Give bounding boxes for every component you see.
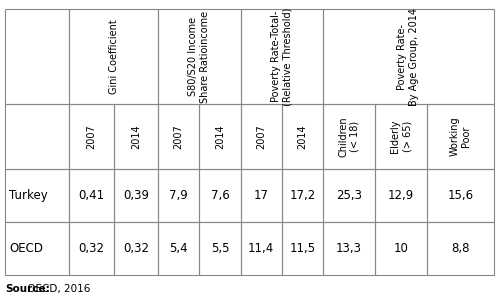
Text: 2007: 2007 — [174, 124, 184, 149]
Text: 15,6: 15,6 — [447, 189, 474, 202]
Text: 0,39: 0,39 — [123, 189, 149, 202]
Bar — [114, 222, 158, 275]
Bar — [158, 104, 199, 169]
Text: 0,32: 0,32 — [123, 242, 149, 255]
Bar — [5, 9, 69, 104]
Bar — [199, 222, 241, 275]
Text: OECD, 2016: OECD, 2016 — [24, 284, 90, 294]
Text: Turkey: Turkey — [9, 189, 48, 202]
Bar — [158, 9, 241, 104]
Bar — [114, 104, 158, 169]
Bar — [199, 169, 241, 222]
Bar — [375, 169, 427, 222]
Text: 2014: 2014 — [131, 124, 141, 149]
Bar — [199, 104, 241, 169]
Bar — [323, 222, 375, 275]
Bar — [69, 104, 114, 169]
Text: 17: 17 — [253, 189, 269, 202]
Bar — [241, 9, 323, 104]
Bar — [5, 169, 69, 222]
Text: 7,6: 7,6 — [210, 189, 229, 202]
Text: 2007: 2007 — [256, 124, 266, 149]
Text: Children
(< 18): Children (< 18) — [338, 116, 360, 157]
Text: 17,2: 17,2 — [289, 189, 315, 202]
Text: 11,5: 11,5 — [289, 242, 315, 255]
Bar — [323, 169, 375, 222]
Bar — [282, 169, 323, 222]
Text: 2014: 2014 — [215, 124, 225, 149]
Text: Elderly
(> 65): Elderly (> 65) — [390, 120, 412, 153]
Bar — [69, 222, 114, 275]
Text: 12,9: 12,9 — [388, 189, 414, 202]
Text: Working
Poor: Working Poor — [449, 117, 471, 156]
Bar — [69, 169, 114, 222]
Bar — [158, 169, 199, 222]
Text: 5,5: 5,5 — [211, 242, 229, 255]
Text: 11,4: 11,4 — [248, 242, 274, 255]
Text: 10: 10 — [394, 242, 409, 255]
Text: 0,32: 0,32 — [78, 242, 104, 255]
Bar — [241, 222, 282, 275]
Bar — [323, 104, 375, 169]
Bar — [282, 104, 323, 169]
Text: 13,3: 13,3 — [336, 242, 362, 255]
Bar — [241, 169, 282, 222]
Text: Source:: Source: — [5, 284, 50, 294]
Bar — [241, 104, 282, 169]
Bar — [375, 222, 427, 275]
Bar — [323, 9, 494, 104]
Bar — [158, 222, 199, 275]
Text: 25,3: 25,3 — [336, 189, 362, 202]
Bar — [5, 222, 69, 275]
Bar — [375, 104, 427, 169]
Bar — [5, 104, 69, 169]
Bar — [69, 9, 158, 104]
Bar — [427, 169, 494, 222]
Text: 2014: 2014 — [298, 124, 308, 149]
Text: 7,9: 7,9 — [169, 189, 188, 202]
Bar — [427, 222, 494, 275]
Bar — [282, 222, 323, 275]
Text: 2007: 2007 — [86, 124, 96, 149]
Text: Gini Coefficient: Gini Coefficient — [109, 19, 119, 94]
Text: OECD: OECD — [9, 242, 43, 255]
Text: S80/S20 Income
Share Ratioincome: S80/S20 Income Share Ratioincome — [188, 11, 210, 103]
Bar — [114, 169, 158, 222]
Text: 8,8: 8,8 — [451, 242, 470, 255]
Text: 0,41: 0,41 — [78, 189, 104, 202]
Text: Poverty Rate-Total-
(Relative Threshold): Poverty Rate-Total- (Relative Threshold) — [271, 8, 293, 106]
Bar — [427, 104, 494, 169]
Text: Poverty Rate-
By Age Group, 2014: Poverty Rate- By Age Group, 2014 — [397, 8, 419, 106]
Text: 5,4: 5,4 — [169, 242, 188, 255]
